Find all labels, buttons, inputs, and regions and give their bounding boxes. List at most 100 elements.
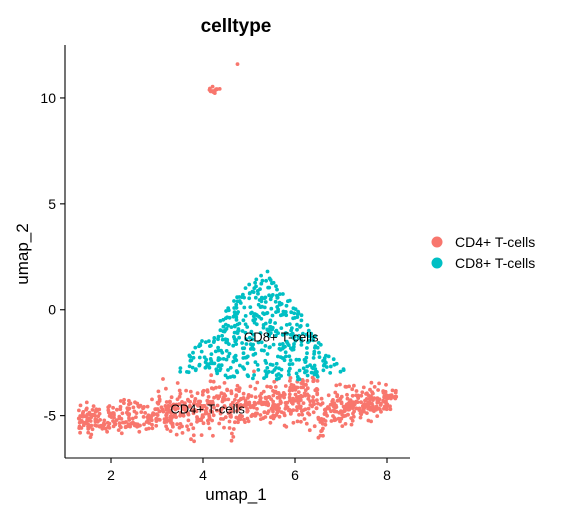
legend-label-cd8: CD8+ T-cells <box>455 255 535 271</box>
cd8-point <box>315 345 320 350</box>
cd4-point <box>351 414 356 419</box>
cd4-point <box>327 406 332 411</box>
cd4-point <box>263 415 268 419</box>
cd8-point <box>274 284 278 289</box>
cd4-point <box>362 404 367 408</box>
cd4-point <box>200 392 205 397</box>
cd4-point <box>388 407 393 412</box>
cd4-point <box>296 390 301 394</box>
cd4-point <box>312 424 317 429</box>
cd8-point <box>263 358 268 363</box>
cd4-point <box>324 407 328 412</box>
cd4-point <box>177 388 182 393</box>
cd4-point <box>143 411 148 415</box>
cd8-point <box>212 336 217 340</box>
cd8-point <box>227 351 232 356</box>
cd4-point <box>227 426 232 430</box>
cd4-point <box>258 417 263 421</box>
cd4-point <box>252 369 256 374</box>
cd8-point <box>307 339 312 343</box>
cd4-point <box>266 402 271 406</box>
cd4-point <box>205 389 210 394</box>
cd8-point <box>274 361 279 366</box>
cd4-point <box>282 411 286 415</box>
cd8-point <box>294 357 299 362</box>
cd4-point <box>375 414 380 418</box>
cd4-point <box>85 418 89 422</box>
cd8-point <box>235 295 240 300</box>
cd8-point <box>244 342 249 346</box>
cd4-point <box>222 404 227 408</box>
cd4-point <box>379 409 383 414</box>
cd4-point <box>91 404 96 408</box>
cd8-point <box>235 330 240 334</box>
cd4-point <box>252 400 257 405</box>
cd4-point <box>191 411 196 416</box>
cd8-point <box>295 327 299 332</box>
cd4-point <box>174 402 179 407</box>
cd8-point <box>237 299 242 303</box>
cd8-point <box>303 369 308 374</box>
cd8-point <box>271 342 276 347</box>
cd4-point <box>173 412 177 417</box>
cd4-point <box>361 385 366 390</box>
cd4-point <box>157 394 162 399</box>
cluster-label: CD8+ T-cells <box>244 329 319 344</box>
cd4-point <box>111 411 115 415</box>
cd4-point <box>314 406 319 411</box>
cd4-point <box>218 411 223 416</box>
cd4-point <box>313 388 318 393</box>
cd4-point <box>358 415 363 420</box>
cd4-point <box>229 438 234 443</box>
cd8-point <box>265 366 270 370</box>
cd8-point <box>264 278 268 283</box>
cd4-point <box>138 423 142 428</box>
cd4-point <box>241 391 246 396</box>
cd4-point <box>207 417 212 421</box>
cd8-point <box>287 322 292 326</box>
cd4-point <box>210 84 215 89</box>
cd4-point <box>185 424 189 429</box>
cd4-point <box>375 398 380 403</box>
cd4-point <box>293 388 298 392</box>
cd8-point <box>232 336 237 341</box>
cd8-point <box>241 318 246 323</box>
cd4-point <box>390 388 395 393</box>
cd8-point <box>312 349 317 354</box>
cd8-point <box>203 365 208 370</box>
cd4-point <box>196 403 201 408</box>
cd4-point <box>296 401 301 405</box>
cd8-point <box>324 365 329 369</box>
legend-key-cd8 <box>431 257 443 269</box>
cd8-point <box>243 286 248 290</box>
cd4-point <box>318 420 323 424</box>
cd8-point <box>234 302 239 307</box>
cd8-point <box>222 329 227 334</box>
cd8-point <box>229 325 234 329</box>
cd8-point <box>248 305 253 309</box>
cd4-point <box>382 406 386 411</box>
cd8-point <box>264 372 269 377</box>
cd4-point <box>323 422 328 427</box>
cd8-point <box>190 365 195 370</box>
cd8-point <box>255 289 260 293</box>
cd8-point <box>282 358 287 363</box>
cd4-point <box>251 403 256 408</box>
cd4-point <box>230 400 235 405</box>
y-tick-label: 0 <box>48 302 56 318</box>
cd4-point <box>119 416 124 421</box>
cd8-point <box>249 329 254 334</box>
cd8-point <box>251 314 256 319</box>
cd4-point <box>306 411 310 416</box>
cd4-point <box>284 424 289 429</box>
cd4-point <box>315 379 320 383</box>
cd8-point <box>221 357 226 361</box>
cd8-point <box>297 368 302 373</box>
cd4-point <box>370 401 374 406</box>
cd8-point <box>277 346 282 351</box>
cd4-point <box>118 404 123 409</box>
cd8-point <box>233 357 238 361</box>
cd8-point <box>292 311 297 316</box>
cd8-point <box>263 295 268 300</box>
